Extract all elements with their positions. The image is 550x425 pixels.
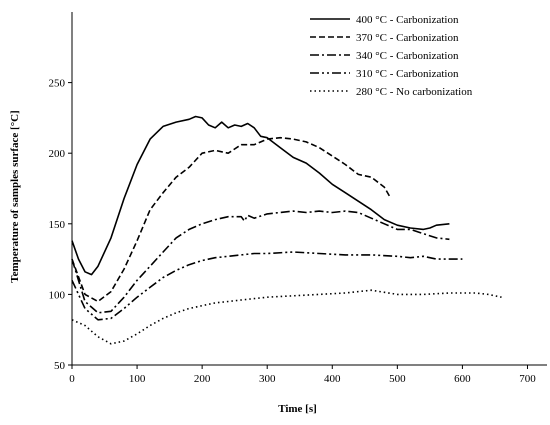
x-tick-label: 700 — [519, 373, 536, 385]
y-tick-label: 150 — [49, 219, 66, 231]
legend-label-5: 280 °C - No carbonization — [356, 86, 473, 98]
legend-label-4: 310 °C - Carbonization — [356, 68, 459, 80]
series-line-3 — [71, 210, 450, 314]
x-tick-label: 500 — [389, 373, 406, 385]
x-tick-label: 600 — [454, 373, 471, 385]
x-tick-label: 300 — [259, 373, 276, 385]
y-tick-label: 200 — [49, 148, 66, 160]
series-line-1 — [71, 115, 450, 276]
legend-label-3: 340 °C - Carbonization — [356, 50, 459, 62]
y-tick-label: 100 — [49, 289, 66, 301]
legend: 400 °C - Carbonization 370 °C - Carboniza… — [310, 14, 473, 98]
x-tick-label: 200 — [194, 373, 211, 385]
legend-label-2: 370 °C - Carbonization — [356, 32, 459, 44]
y-axis-title: Temperature of samples surface [°C] — [9, 110, 21, 282]
x-tick-label: 400 — [324, 373, 341, 385]
series-line-2 — [71, 136, 392, 303]
x-axis-title: Time [s] — [278, 403, 317, 415]
y-tick-label: 250 — [49, 78, 66, 90]
x-tick-label: 100 — [129, 373, 146, 385]
ticks: 0 100 200 300 400 500 600 700 50 100 150 200 250 — [49, 78, 537, 385]
x-tick-label: 0 — [69, 373, 75, 385]
legend-label-1: 400 °C - Carbonization — [356, 14, 459, 26]
y-tick-label: 50 — [54, 360, 66, 372]
series-group — [71, 115, 502, 345]
axes — [71, 12, 547, 366]
series-line-4 — [71, 251, 463, 321]
